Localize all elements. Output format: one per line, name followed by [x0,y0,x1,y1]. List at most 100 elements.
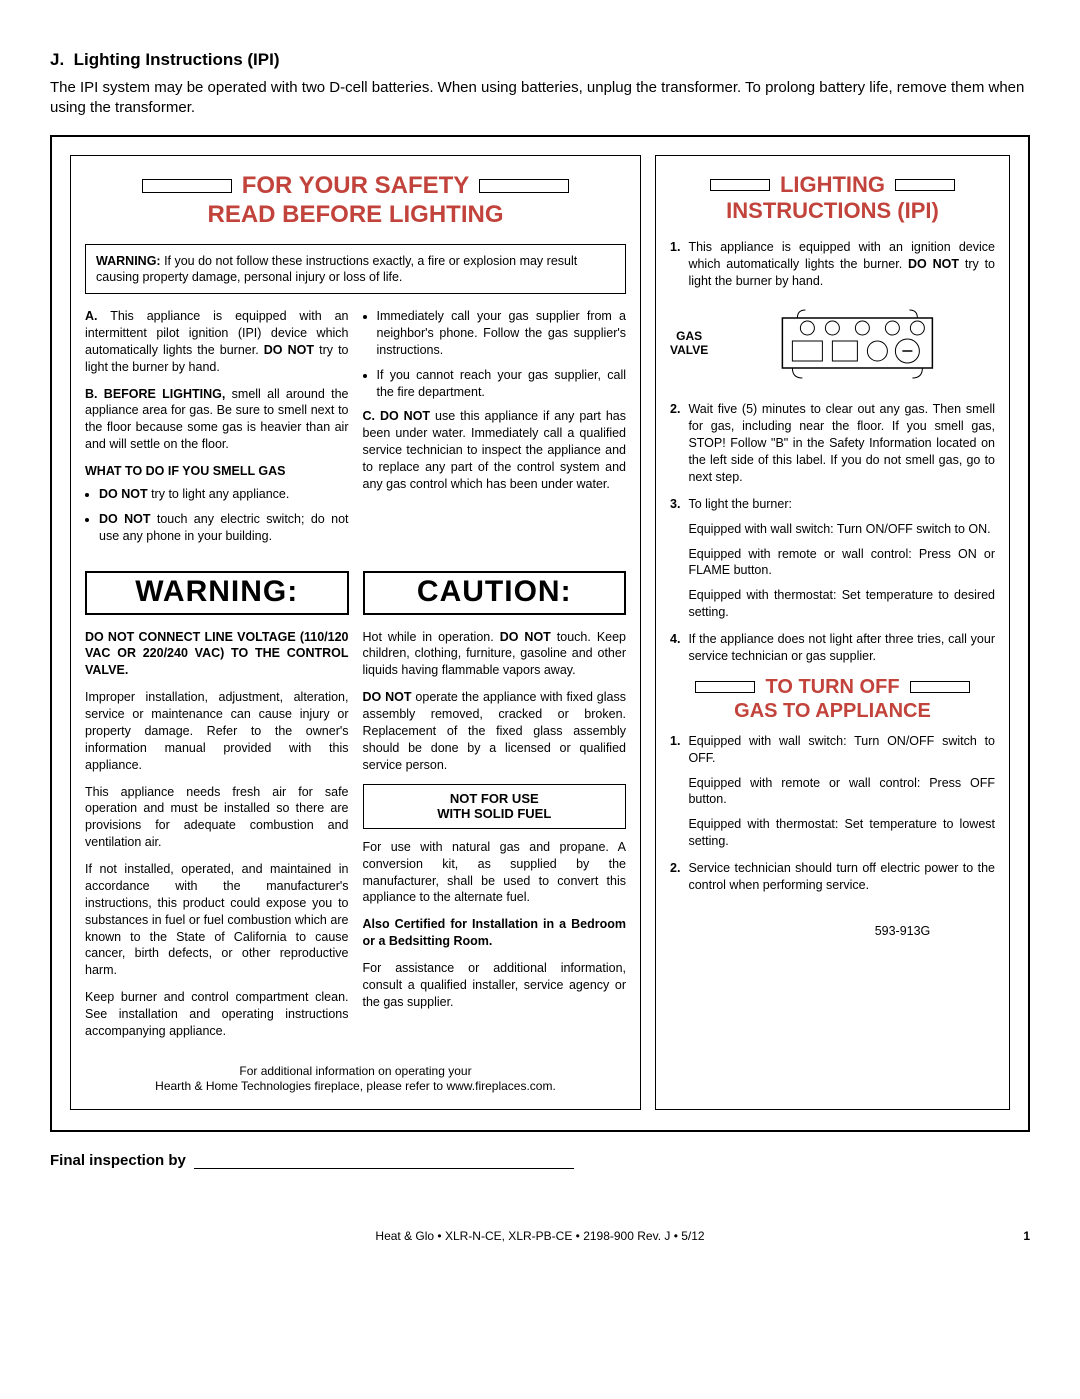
warning-text: If you do not follow these instructions … [96,254,577,284]
tstep-1-num: 1. [670,733,680,850]
bullet-2-bold: DO NOT [99,512,151,526]
step-3-num: 3. [670,496,680,621]
step-2-num: 2. [670,401,680,485]
step-4-num: 4. [670,631,680,665]
final-inspection: Final inspection by [50,1152,1030,1169]
notebox-l1: NOT FOR USE [368,791,622,807]
smell-gas-heading: WHAT TO DO IF YOU SMELL GAS [85,463,349,480]
lower-col2: Hot while in operation. DO NOT touch. Ke… [363,629,627,1050]
step-1-num: 1. [670,239,680,290]
step-3-sub3: Equipped with thermostat: Set temperatur… [688,587,995,621]
step-3-body: To light the burner: Equipped with wall … [688,496,995,621]
item-c: C. DO NOT use this appliance if any part… [363,408,627,492]
gas-valve-label: GAS VALVE [670,329,708,358]
turnoff-l1: TO TURN OFF [765,675,899,699]
lc2-p2: DO NOT operate the appliance with fixed … [363,689,627,773]
safety-panel: FOR YOUR SAFETY READ BEFORE LIGHTING WAR… [70,155,641,1110]
banner-decor-left [142,179,232,193]
step-3: 3. To light the burner: Equipped with wa… [670,496,995,621]
lighting-panel: LIGHTING INSTRUCTIONS (IPI) 1. This appl… [655,155,1010,1110]
bullet-1-text: try to light any appliance. [148,487,290,501]
section-title: Lighting Instructions (IPI) [74,50,280,69]
safety-col2: Immediately call your gas supplier from … [363,308,627,553]
lighting-banner-l2: INSTRUCTIONS (IPI) [670,198,995,224]
intro-paragraph: The IPI system may be operated with two … [50,78,1030,117]
lower-two-col: DO NOT CONNECT LINE VOLTAGE (110/120 VAC… [85,629,626,1050]
banner-decor-left [695,681,755,693]
item-a-lead: A. [85,309,98,323]
not-for-use-box: NOT FOR USE WITH SOLID FUEL [363,784,627,829]
tstep-2: 2. Service technician should turn off el… [670,860,995,894]
warning-box: WARNING: If you do not follow these inst… [85,244,626,295]
step-3-text: To light the burner: [688,497,792,511]
section-heading: J. Lighting Instructions (IPI) [50,50,1030,70]
turnoff-banner: TO TURN OFF GAS TO APPLIANCE [670,675,995,723]
step-3-sub1: Equipped with wall switch: Turn ON/OFF s… [688,521,995,538]
item-a: A. This appliance is equipped with an in… [85,308,349,376]
safety-banner: FOR YOUR SAFETY READ BEFORE LIGHTING [85,172,626,230]
step-4-body: If the appliance does not light after th… [688,631,995,665]
lc2-p5: For assistance or additional information… [363,960,627,1011]
lc1-p2: Improper installation, adjustment, alter… [85,689,349,773]
bullet-2: DO NOT touch any electric switch; do not… [99,511,349,545]
warning-lead: WARNING: [96,254,161,268]
bullet-1: DO NOT try to light any appliance. [99,486,349,503]
tstep-2-num: 2. [670,860,680,894]
banner-decor-left [710,179,770,191]
step-1-bold: DO NOT [908,257,959,271]
page-number: 1 [1023,1229,1030,1243]
big-label-row: WARNING: CAUTION: [85,571,626,615]
item-b-lead: B. [85,387,98,401]
caution-label: CAUTION: [363,571,627,615]
gas-valve-icon [720,303,995,383]
tstep-1-body: Equipped with wall switch: Turn ON/OFF s… [688,733,995,850]
turnoff-l2: GAS TO APPLIANCE [670,699,995,723]
lc2-p3: For use with natural gas and propane. A … [363,839,627,907]
banner-decor-right [910,681,970,693]
item-b: B. BEFORE LIGHTING, smell all around the… [85,386,349,454]
lc2-p1b: DO NOT [500,630,551,644]
gv-l1: GAS [670,329,708,343]
inspection-signature-line [194,1168,574,1169]
tstep-1-sub2: Equipped with thermostat: Set temperatur… [688,816,995,850]
tstep-1-sub1: Equipped with remote or wall control: Pr… [688,775,995,809]
step-2-body: Wait five (5) minutes to clear out any g… [688,401,995,485]
footer-text: Heat & Glo • XLR-N-CE, XLR-PB-CE • 2198-… [375,1229,704,1243]
notebox-l2: WITH SOLID FUEL [368,806,622,822]
bullet-1-bold: DO NOT [99,487,148,501]
lc1-p3: This appliance needs fresh air for safe … [85,784,349,852]
lc2-p4: Also Certified for Installation in a Bed… [363,917,627,948]
lc1-p1: DO NOT CONNECT LINE VOLTAGE (110/120 VAC… [85,630,349,678]
section-letter: J. [50,50,64,69]
lc2-p1: Hot while in operation. DO NOT touch. Ke… [363,629,627,680]
tstep-1-text: Equipped with wall switch: Turn ON/OFF s… [688,734,995,765]
item-c-bold: DO NOT [380,409,430,423]
banner-decor-right [895,179,955,191]
item-a-bold: DO NOT [264,343,314,357]
gas-valve-row: GAS VALVE [670,303,995,383]
lighting-banner-l1: LIGHTING [780,172,885,198]
safety-banner-line2: READ BEFORE LIGHTING [85,201,626,230]
footer-link: For additional information on operating … [85,1064,626,1095]
lc1-p4: If not installed, operated, and maintain… [85,861,349,979]
tstep-1: 1. Equipped with wall switch: Turn ON/OF… [670,733,995,850]
safety-two-col: A. This appliance is equipped with an in… [85,308,626,553]
step-3-sub2: Equipped with remote or wall control: Pr… [688,546,995,580]
item-b-bold: BEFORE LIGHTING, [104,387,226,401]
gv-l2: VALVE [670,343,708,357]
warning-label: WARNING: [85,571,349,615]
reference-number: 593-913G [810,924,995,938]
lc2-p2b: DO NOT [363,690,412,704]
safety-banner-line1: FOR YOUR SAFETY [242,172,470,201]
step-2: 2. Wait five (5) minutes to clear out an… [670,401,995,485]
item-c-lead: C. [363,409,376,423]
lc2-p1a: Hot while in operation. [363,630,500,644]
step-4: 4. If the appliance does not light after… [670,631,995,665]
final-inspection-label: Final inspection by [50,1152,186,1169]
footer-link-l1: For additional information on operating … [85,1064,626,1080]
lighting-steps: 1. This appliance is equipped with an ig… [670,239,995,290]
step-1-body: This appliance is equipped with an ignit… [688,239,995,290]
lighting-banner: LIGHTING INSTRUCTIONS (IPI) [670,172,995,225]
page-footer: Heat & Glo • XLR-N-CE, XLR-PB-CE • 2198-… [50,1229,1030,1243]
col2-bullet-1: Immediately call your gas supplier from … [377,308,627,359]
